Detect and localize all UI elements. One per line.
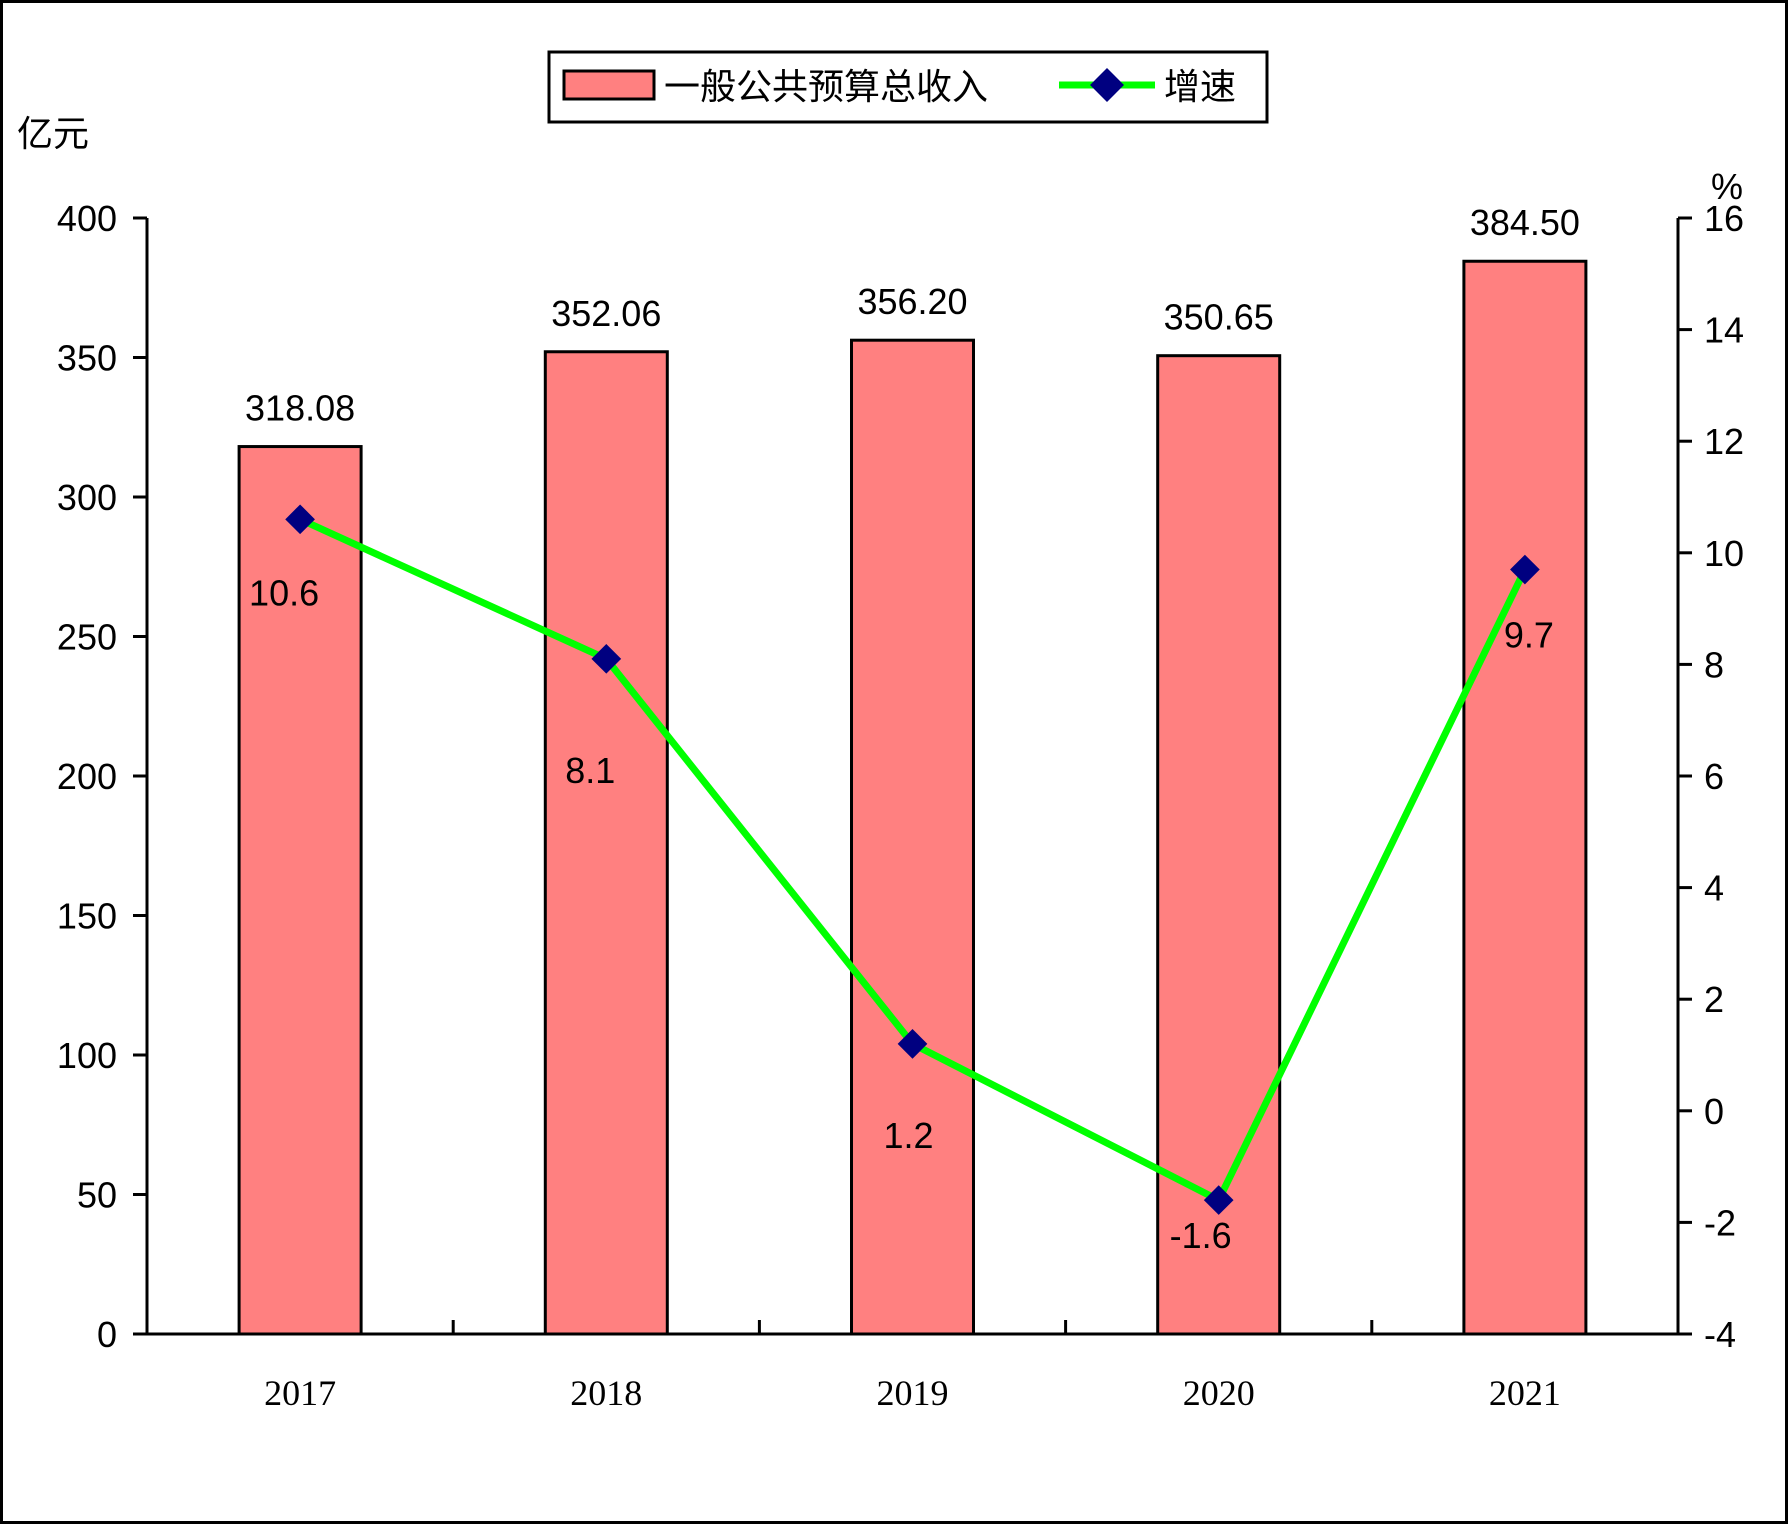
bar-2018 bbox=[543, 350, 669, 1336]
y2-tick-label-16: 16 bbox=[1704, 198, 1744, 239]
bar-value-label-2021: 384.50 bbox=[1470, 202, 1580, 243]
legend: 一般公共预算总收入 增速 bbox=[547, 50, 1269, 124]
y-tick-label-400: 400 bbox=[57, 198, 117, 239]
bars-layer bbox=[237, 259, 1588, 1336]
axes-layer: 0 50 100 150 200 250 300 350 400 -4 -2 0 2 4 6 8 10 12 14 1… bbox=[57, 198, 1744, 1413]
bar-2017 bbox=[237, 445, 363, 1336]
x-tick-label-2021: 2021 bbox=[1489, 1373, 1561, 1413]
y2-tick-label-6: 6 bbox=[1704, 756, 1724, 797]
y-tick-label-350: 350 bbox=[57, 338, 117, 379]
y2-tick-label-8: 8 bbox=[1704, 644, 1724, 685]
y2-tick-label-4: 4 bbox=[1704, 868, 1724, 909]
y-tick-label-150: 150 bbox=[57, 896, 117, 937]
legend-swatch-marker bbox=[1090, 68, 1124, 102]
growth-value-label-2017: 10.6 bbox=[249, 572, 319, 613]
y-tick-label-0: 0 bbox=[97, 1314, 117, 1355]
chart-svg: 0 50 100 150 200 250 300 350 400 -4 -2 0 2 4 6 8 10 12 14 1… bbox=[17, 50, 1744, 1413]
bar-2021 bbox=[1462, 259, 1588, 1336]
y-tick-label-50: 50 bbox=[77, 1175, 117, 1216]
y-tick-label-250: 250 bbox=[57, 617, 117, 658]
legend-swatch-bar bbox=[562, 69, 656, 101]
bar-2019 bbox=[850, 338, 975, 1336]
y-axis-unit-label: 亿元 bbox=[17, 113, 89, 154]
y2-tick-label-10: 10 bbox=[1704, 533, 1744, 574]
bar-value-label-2019: 356.20 bbox=[857, 281, 967, 322]
line-layer bbox=[285, 504, 1540, 1215]
bar-value-label-2017: 318.08 bbox=[245, 388, 355, 429]
labels-layer: 318.08 352.06 356.20 350.65 384.50 10.6 8.1 1.2… bbox=[245, 202, 1580, 1256]
growth-marker-2018 bbox=[591, 643, 622, 674]
y2-tick-label--4: -4 bbox=[1704, 1314, 1736, 1355]
bar-value-label-2020: 350.65 bbox=[1164, 297, 1274, 338]
y2-tick-label-0: 0 bbox=[1704, 1091, 1724, 1132]
y2-axis-unit-label: % bbox=[1711, 166, 1743, 207]
legend-label-growth: 增速 bbox=[1164, 66, 1236, 107]
x-tick-label-2017: 2017 bbox=[264, 1373, 336, 1413]
growth-marker-2019 bbox=[897, 1028, 928, 1059]
x-tick-label-2020: 2020 bbox=[1183, 1373, 1255, 1413]
growth-value-label-2018: 8.1 bbox=[565, 750, 615, 791]
y2-tick-label-14: 14 bbox=[1704, 310, 1744, 351]
y2-tick-label-12: 12 bbox=[1704, 421, 1744, 462]
growth-value-label-2020: -1.6 bbox=[1170, 1215, 1232, 1256]
growth-value-label-2021: 9.7 bbox=[1504, 615, 1554, 656]
legend-label-revenue: 一般公共预算总收入 bbox=[664, 66, 988, 107]
bar-value-label-2018: 352.06 bbox=[551, 293, 661, 334]
growth-marker-2021 bbox=[1510, 554, 1540, 585]
y2-tick-label--2: -2 bbox=[1704, 1202, 1736, 1243]
growth-marker-2020 bbox=[1203, 1185, 1234, 1215]
y-tick-label-300: 300 bbox=[57, 477, 117, 518]
y2-tick-label-2: 2 bbox=[1704, 979, 1724, 1020]
bar-2020 bbox=[1156, 354, 1282, 1336]
x-tick-label-2019: 2019 bbox=[877, 1373, 949, 1413]
y-tick-label-200: 200 bbox=[57, 756, 117, 797]
y-tick-label-100: 100 bbox=[57, 1035, 117, 1076]
growth-marker-2017 bbox=[285, 504, 315, 535]
x-tick-label-2018: 2018 bbox=[570, 1373, 642, 1413]
growth-value-label-2019: 1.2 bbox=[883, 1115, 933, 1156]
